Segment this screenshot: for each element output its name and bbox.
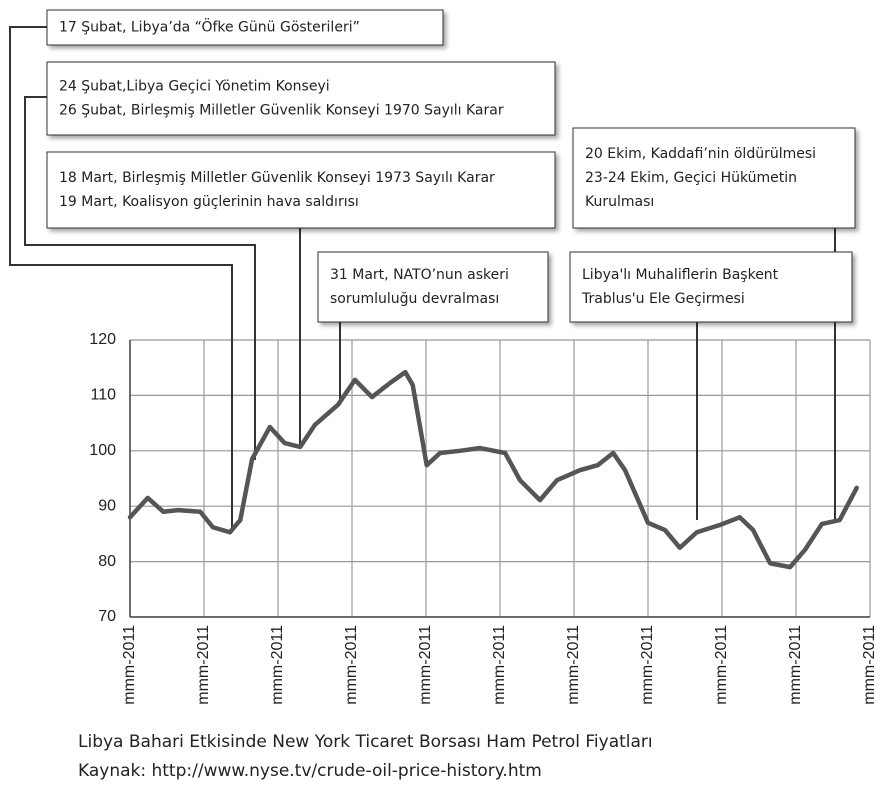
annotation-text: 31 Mart, NATO’nun askeri: [330, 267, 509, 283]
annotation-text: 19 Mart, Koalisyon güçlerinin hava saldı…: [59, 194, 359, 210]
data-line: [127, 369, 859, 570]
annotation-text: 20 Ekim, Kaddafi’nin öldürülmesi: [585, 146, 816, 162]
annotation-text: 24 Şubat,Libya Geçici Yönetim Konseyi: [59, 79, 330, 95]
x-tick-label: mmm-2011: [121, 625, 138, 705]
connector: [24, 96, 256, 460]
x-tick-label: mmm-2011: [195, 625, 212, 705]
annotation-text: Trablus'u Ele Geçirmesi: [581, 291, 745, 307]
annotation-text: Kurulması: [585, 194, 654, 210]
annotation-text: 23-24 Ekim, Geçici Hükümetin: [585, 170, 797, 186]
x-tick-label: mmm-2011: [491, 625, 508, 705]
annotation-box: [572, 127, 856, 229]
annotation-text: Libya'lı Muhaliflerin Başkent: [582, 267, 779, 283]
annotation-text: 26 Şubat, Birleşmiş Milletler Güvenlik K…: [59, 103, 504, 119]
chart-title: Libya Bahari Etkisinde New York Ticaret …: [78, 732, 653, 752]
x-tick-label: mmm-2011: [417, 625, 434, 705]
y-tick-label: 110: [90, 387, 116, 404]
x-tick-label: mmm-2011: [565, 625, 582, 705]
annotation-box: [317, 251, 549, 323]
x-tick-label: mmm-2011: [269, 625, 286, 705]
connector: [9, 26, 233, 530]
x-tick-label: mmm-2011: [343, 625, 360, 705]
y-tick-label: 120: [89, 331, 116, 348]
y-tick-label: 100: [89, 442, 116, 459]
x-tick-label: mmm-2011: [861, 625, 878, 705]
x-tick-label: mmm-2011: [639, 625, 656, 705]
annotation-box: [46, 151, 556, 229]
annotation-box: [46, 61, 556, 136]
annotation-text: 17 Şubat, Libya’da “Öfke Günü Gösteriler…: [59, 18, 360, 36]
y-tick-label: 80: [98, 553, 116, 570]
chart-subtitle: Kaynak: http://www.nyse.tv/crude-oil-pri…: [78, 761, 542, 781]
annotation-box: [569, 251, 853, 323]
y-tick-label: 90: [98, 497, 116, 514]
x-tick-label: mmm-2011: [787, 625, 804, 705]
x-tick-label: mmm-2011: [713, 625, 730, 705]
annotation-box: [46, 9, 444, 46]
annotation-text: 18 Mart, Birleşmiş Milletler Güvenlik Ko…: [59, 170, 495, 186]
y-tick-label: 70: [98, 608, 116, 625]
annotation-text: sorumluluğu devralması: [330, 291, 499, 307]
